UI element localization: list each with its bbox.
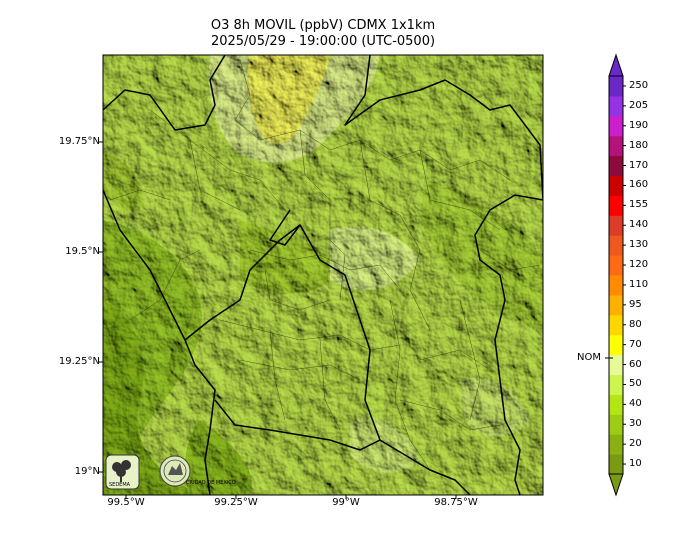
- colorbar: [605, 55, 626, 495]
- nom-label: NOM: [577, 352, 601, 364]
- lon-tick-label: 99.25°W: [214, 497, 258, 509]
- colorbar-extend-top: [609, 55, 623, 76]
- colorbar-tick-label: 95: [629, 299, 642, 311]
- colorbar-segment: [609, 176, 623, 196]
- colorbar-tick-label: 60: [629, 359, 642, 371]
- colorbar-tick-label: 130: [629, 239, 648, 251]
- colorbar-tick-label: 205: [629, 100, 648, 112]
- sedema-logo-text: SEDEMA: [109, 482, 130, 488]
- colorbar-segment: [609, 235, 623, 255]
- colorbar-tick-label: 50: [629, 378, 642, 390]
- colorbar-segments: [609, 76, 623, 475]
- lon-tick-label: 98.75°W: [434, 497, 478, 509]
- colorbar-tick-label: 70: [629, 339, 642, 351]
- colorbar-tick-label: 20: [629, 438, 642, 450]
- colorbar-segment: [609, 116, 623, 136]
- colorbar-tick-label: 180: [629, 140, 648, 152]
- colorbar-tick-label: 160: [629, 179, 648, 191]
- colorbar-segment: [609, 255, 623, 275]
- cdmx-logo-text: CIUDAD DE MÉXICO: [186, 480, 236, 486]
- colorbar-segment: [609, 195, 623, 215]
- colorbar-tick-label: 110: [629, 279, 648, 291]
- colorbar-segment: [609, 96, 623, 116]
- colorbar-segment: [609, 315, 623, 335]
- lon-tick-label: 99°W: [332, 497, 360, 509]
- colorbar-segment: [609, 394, 623, 414]
- colorbar-tick-label: 120: [629, 259, 648, 271]
- colorbar-segment: [609, 275, 623, 295]
- colorbar-segment: [609, 136, 623, 156]
- colorbar-segment: [609, 335, 623, 355]
- lat-tick-label: 19.75°N: [59, 136, 100, 148]
- colorbar-tick-label: 250: [629, 80, 648, 92]
- chart-title: O3 8h MOVIL (ppbV) CDMX 1x1km: [103, 18, 543, 34]
- colorbar-segment: [609, 375, 623, 395]
- colorbar-segment: [609, 454, 623, 474]
- colorbar-tick-label: 140: [629, 219, 648, 231]
- chart-subtitle: 2025/05/29 - 19:00:00 (UTC-0500): [103, 34, 543, 50]
- lat-tick-label: 19.5°N: [65, 246, 100, 258]
- colorbar-segment: [609, 434, 623, 454]
- colorbar-tick-label: 10: [629, 458, 642, 470]
- colorbar-tick-label: 190: [629, 120, 648, 132]
- lon-tick-label: 99.5°W: [107, 497, 144, 509]
- colorbar-segment: [609, 215, 623, 235]
- colorbar-segment: [609, 414, 623, 434]
- map-area: [103, 55, 543, 495]
- colorbar-tick-label: 80: [629, 319, 642, 331]
- colorbar-tick-label: 30: [629, 418, 642, 430]
- colorbar-extend-bottom: [609, 474, 623, 495]
- colorbar-segment: [609, 295, 623, 315]
- colorbar-tick-label: 155: [629, 199, 648, 211]
- colorbar-tick-label: 40: [629, 398, 642, 410]
- lat-tick-label: 19°N: [75, 466, 100, 478]
- lat-tick-label: 19.25°N: [59, 356, 100, 368]
- colorbar-segment: [609, 156, 623, 176]
- colorbar-segment: [609, 76, 623, 96]
- colorbar-tick-label: 170: [629, 160, 648, 172]
